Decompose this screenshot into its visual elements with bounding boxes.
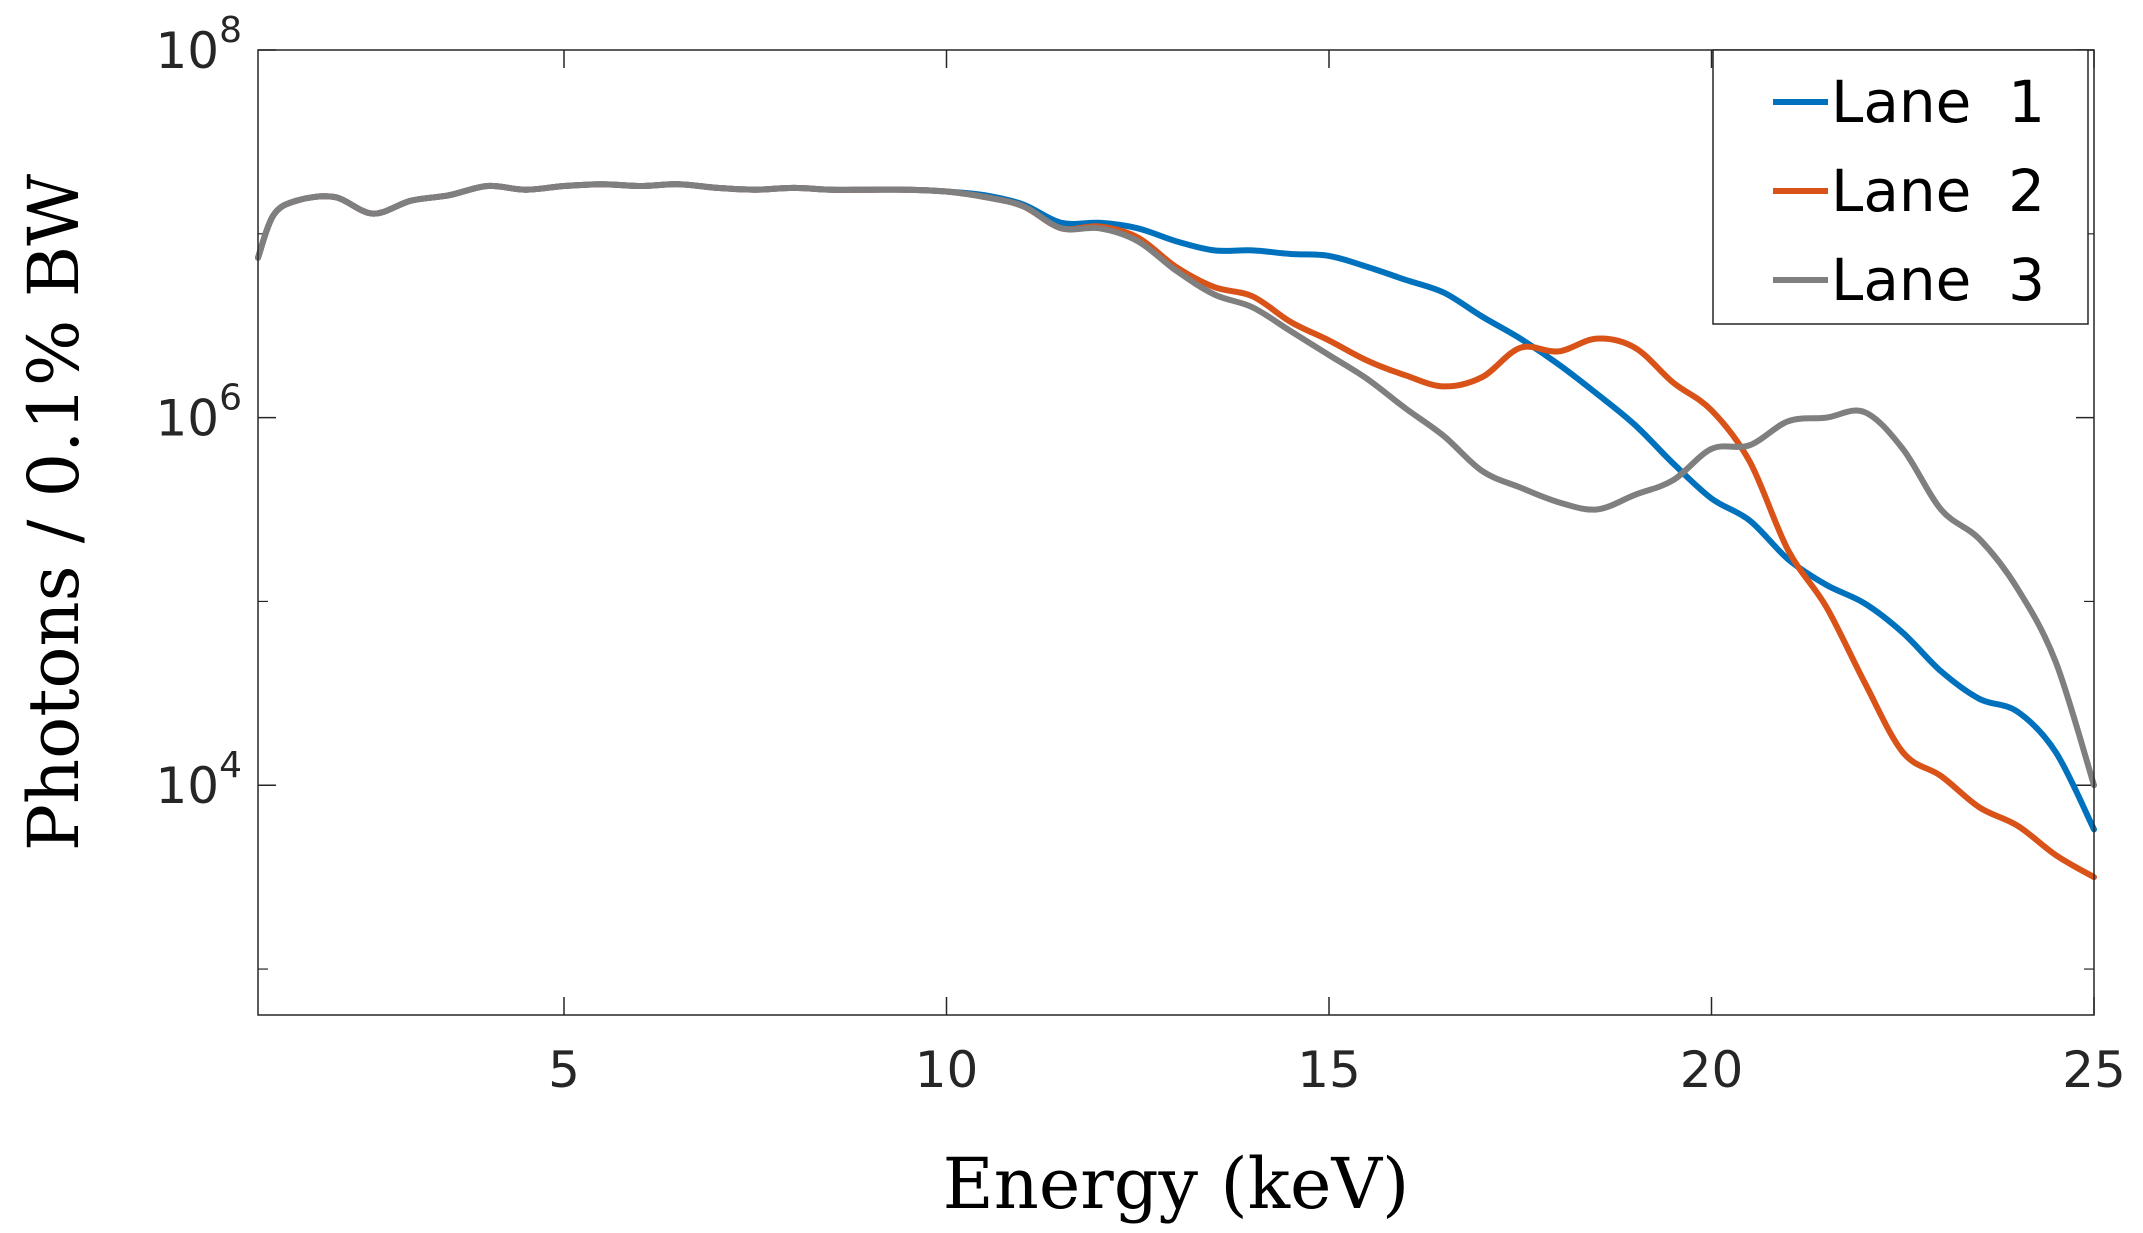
x-axis-label: Energy (keV) [943, 1143, 1410, 1225]
x-tick-label: 5 [548, 1041, 580, 1099]
series-lines [255, 181, 2097, 881]
series-line-lane-3 [255, 181, 2097, 789]
plot-frame [257, 49, 2095, 1016]
x-tick-label: 15 [1297, 1041, 1361, 1099]
y-tick-label: 104 [155, 745, 242, 815]
y-axis-label: Photons / 0.1% BW [13, 174, 95, 851]
x-tick-label: 10 [915, 1041, 979, 1099]
y-tick-labels: 104 106 108 [155, 10, 242, 815]
y-tick-label: 106 [155, 378, 242, 448]
legend-label-lane-2: Lane 2 [1831, 157, 2045, 225]
x-tick-labels: 5 10 15 20 25 [548, 1041, 2126, 1099]
legend: Lane 1 Lane 2 Lane 3 [1712, 49, 2089, 325]
x-tick-label: 25 [2062, 1041, 2126, 1099]
legend-label-lane-1: Lane 1 [1831, 68, 2045, 136]
x-tick-label: 20 [1680, 1041, 1744, 1099]
y-tick-label: 108 [155, 10, 242, 80]
legend-label-lane-3: Lane 3 [1831, 246, 2045, 314]
